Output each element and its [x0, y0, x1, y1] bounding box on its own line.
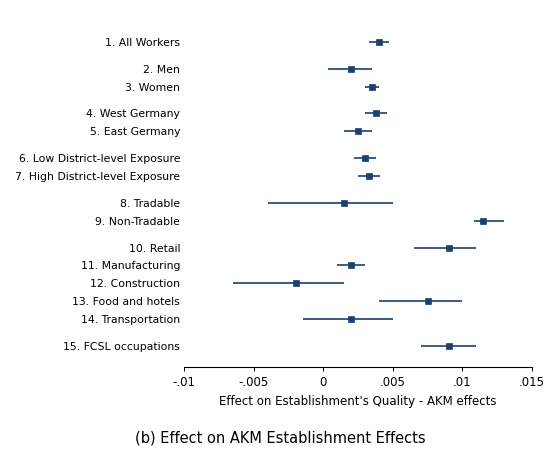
X-axis label: Effect on Establishment's Quality - AKM effects: Effect on Establishment's Quality - AKM …	[220, 395, 497, 408]
Text: (b) Effect on AKM Establishment Effects: (b) Effect on AKM Establishment Effects	[135, 431, 425, 446]
